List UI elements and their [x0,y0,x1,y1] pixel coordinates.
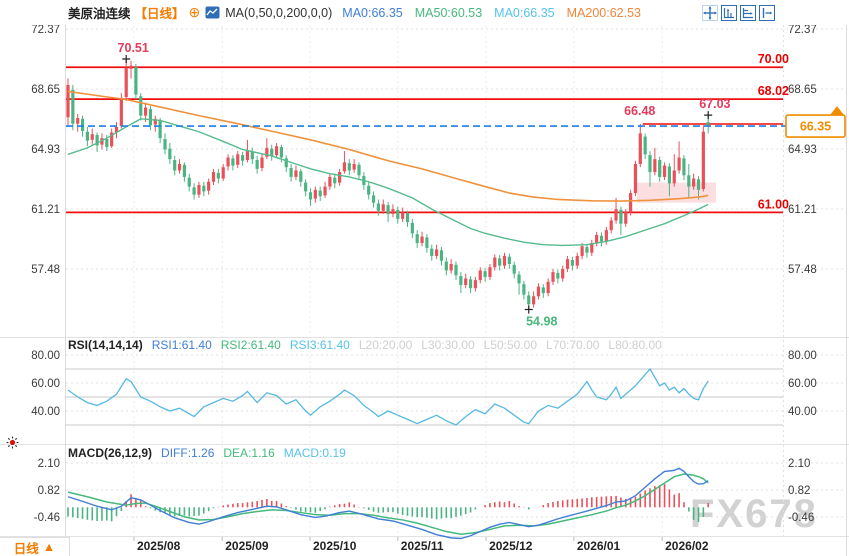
ma200-line [67,90,709,202]
ma-formula: MA(0,50,0,200,0,0) [225,5,333,20]
svg-text:68.02: 68.02 [758,84,789,98]
period-tab[interactable]: 日线 ▲ [0,537,70,556]
indicator-value: L80:80.00 [608,338,662,352]
period-label[interactable]: 【日线】 [134,7,185,21]
svg-text:68.65: 68.65 [31,84,60,96]
svg-text:60.00: 60.00 [788,378,817,390]
macd-name: MACD(26,12,9) [68,446,153,460]
month-label: 2025/10 [313,539,357,553]
indicator-value: L50:50.00 [483,338,538,352]
jump-to-latest-icon[interactable] [759,5,775,21]
indicator-value: RSI2:61.40 [220,338,281,352]
rsi-line [67,367,709,426]
indicator-value: RSI1:61.40 [151,338,212,352]
month-label: 2026/02 [665,539,709,553]
dea-line [67,473,709,536]
svg-text:40.00: 40.00 [788,406,817,418]
month-label: 2026/01 [576,539,621,553]
month-label: 2025/08 [136,539,181,553]
annotations: 70.51 67.03 54.98 [118,41,731,328]
svg-text:-0.46: -0.46 [34,512,60,524]
title-bar: 美原油连续 【日线】 ⊕ MA(0,50,0,200,0,0) MA0:66.3… [0,0,849,25]
svg-text:72.37: 72.37 [788,24,817,36]
svg-text:80.00: 80.00 [788,350,817,362]
month-label: 2025/12 [489,539,533,553]
svg-text:61.21: 61.21 [31,204,60,216]
pan-icon[interactable] [702,5,718,21]
svg-text:40.00: 40.00 [31,406,60,418]
svg-text:68.65: 68.65 [788,84,817,96]
svg-text:60.00: 60.00 [31,378,60,390]
svg-text:0.82: 0.82 [38,485,60,497]
svg-text:70.51: 70.51 [118,41,149,55]
time-axis: 2025/08 2025/09 2025/10 2025/11 2025/12 2026/… [0,537,849,556]
period-tab-label: 日线 [13,541,39,556]
indicator-value: MA0:66.35 [342,5,403,20]
svg-text:2.10: 2.10 [788,458,810,470]
svg-text:66.35: 66.35 [800,120,831,134]
svg-text:2.10: 2.10 [38,458,60,470]
indicator-value: L20:20.00 [358,338,413,352]
ma50-line [67,118,709,247]
svg-text:72.37: 72.37 [31,24,60,36]
indicator-value: MA200:62.53 [566,5,641,20]
svg-text:66.48: 66.48 [624,104,655,118]
svg-text:61.21: 61.21 [788,204,817,216]
month-label: 2025/11 [400,539,444,553]
current-price-badge: 66.35 [785,106,846,138]
period-tab-arrow: ▲ [42,540,56,554]
svg-text:61.00: 61.00 [758,197,789,211]
month-label: 2025/09 [225,539,269,553]
chart-type-icon[interactable] [205,6,220,19]
scale-x-axis-icon[interactable] [740,5,756,21]
alert-sun-icon[interactable] [5,435,20,455]
svg-text:80.00: 80.00 [31,350,60,362]
svg-text:0.82: 0.82 [788,485,810,497]
svg-text:57.48: 57.48 [31,264,60,276]
price-levels: 70.00 68.02 61.00 66.48 [66,52,789,214]
indicator-value: MACD:0.19 [283,446,346,460]
macd-header: MACD(26,12,9) DIFF:1.26 DEA:1.16 MACD:0.19 [68,446,355,460]
svg-text:64.93: 64.93 [31,144,60,156]
indicator-value: L30:30.00 [421,338,475,352]
rsi-header: RSI(14,14,14) RSI1:61.40 RSI2:61.40 RSI3:61… [68,338,671,352]
candles [66,59,710,310]
indicator-value: MA50:60.53 [414,5,483,20]
indicator-value: L70:70.00 [546,338,600,352]
indicator-value: MA0:66.35 [494,5,555,20]
svg-text:64.93: 64.93 [788,144,817,156]
ma-values: MA0:66.35 MA50:60.53 MA0:66.35 MA200:62.53 [342,6,653,20]
add-indicator-icon[interactable]: ⊕ [188,4,201,20]
indicator-value: DIFF:1.26 [161,446,215,460]
svg-text:-0.46: -0.46 [788,512,814,524]
main-y-axis: 72.37 72.37 68.65 68.65 64.93 64.93 61.21 61.21… [31,24,817,276]
watermark: FX678 [690,492,818,536]
svg-text:70.00: 70.00 [758,52,789,66]
rsi-y-axis: 80.00 80.00 60.00 60.00 40.00 40.00 [31,350,817,418]
diff-line [67,467,709,540]
svg-text:57.48: 57.48 [788,264,817,276]
svg-text:54.98: 54.98 [526,314,557,328]
chart-toolbar [702,5,775,21]
indicator-value: RSI3:61.40 [289,338,350,352]
macd-y-axis: 2.10 2.10 0.82 0.82 -0.46 -0.46 [34,458,814,524]
scale-y-axis-icon[interactable] [721,5,737,21]
symbol-name: 美原油连续 [68,7,131,21]
rsi-name: RSI(14,14,14) [68,338,143,352]
svg-text:67.03: 67.03 [699,97,730,111]
indicator-value: DEA:1.16 [223,446,275,460]
